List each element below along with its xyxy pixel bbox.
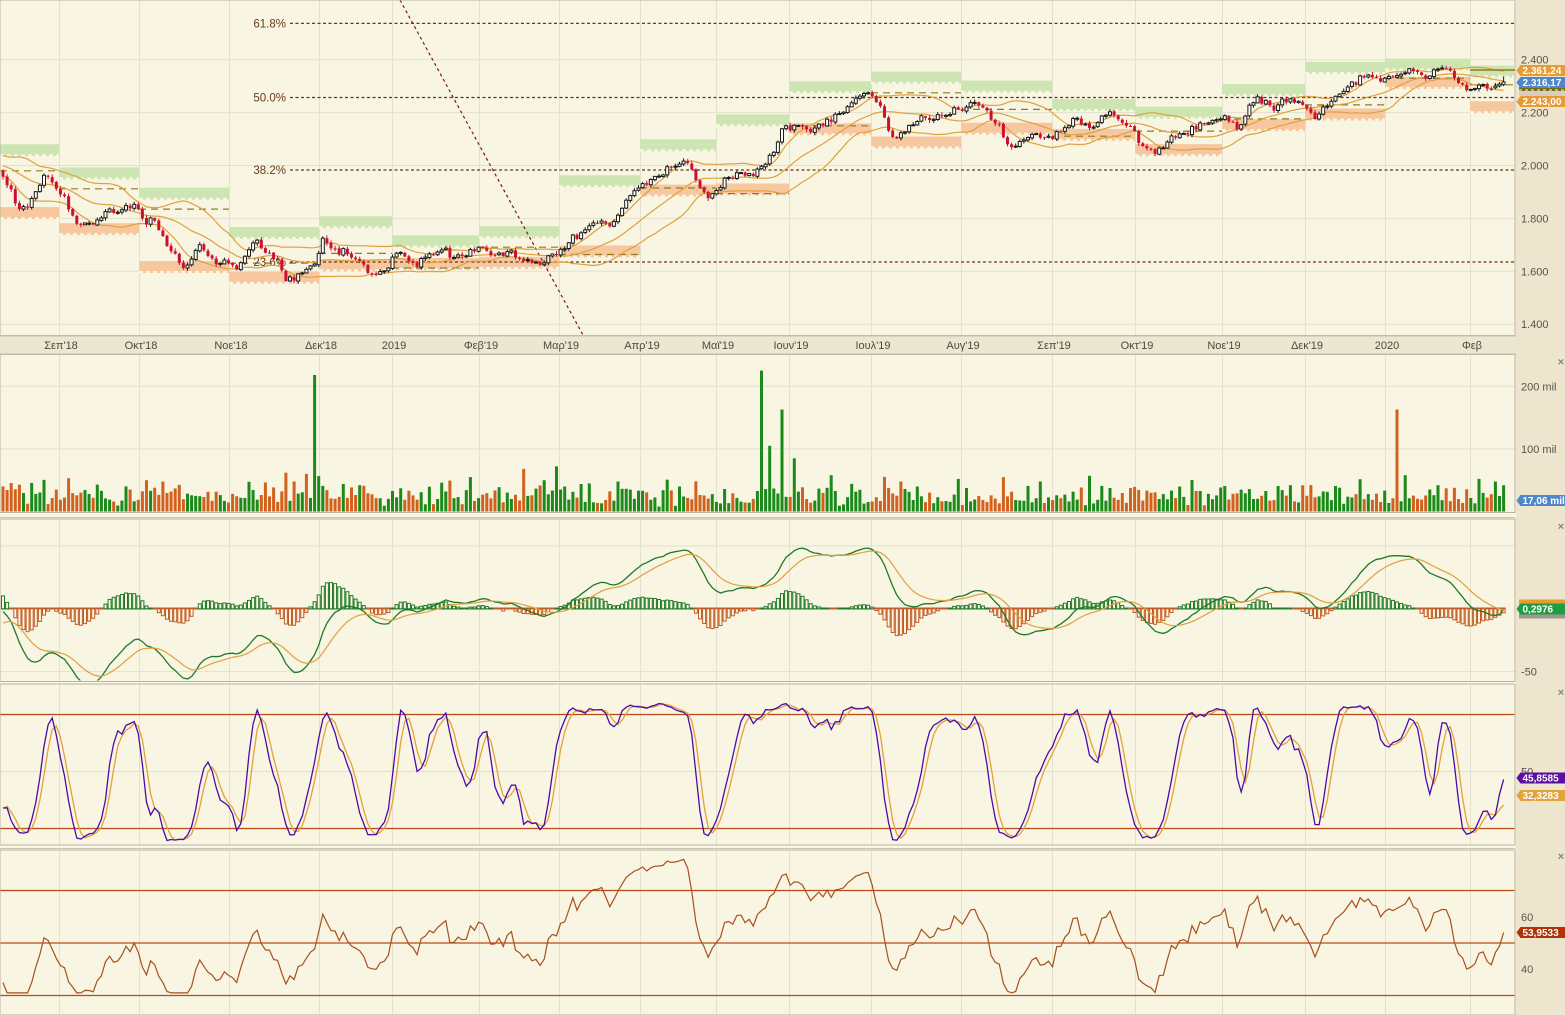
- svg-text:45,8585: 45,8585: [1523, 774, 1560, 785]
- svg-text:Ιουν'19: Ιουν'19: [773, 340, 808, 352]
- svg-text:Σεπ'18: Σεπ'18: [44, 340, 78, 352]
- svg-text:2.000: 2.000: [1521, 161, 1549, 173]
- svg-text:32,3283: 32,3283: [1523, 791, 1560, 802]
- svg-text:Νοε'18: Νοε'18: [214, 340, 247, 352]
- svg-text:Νοε'19: Νοε'19: [1207, 340, 1240, 352]
- svg-text:2.361,24: 2.361,24: [1523, 66, 1562, 77]
- svg-text:2019: 2019: [382, 340, 406, 352]
- svg-text:2.243,00: 2.243,00: [1523, 97, 1562, 108]
- svg-text:Δεκ'19: Δεκ'19: [1291, 340, 1323, 352]
- svg-text:38.2%: 38.2%: [253, 165, 286, 177]
- svg-text:Αυγ'19: Αυγ'19: [946, 340, 979, 352]
- svg-text:Οκτ'18: Οκτ'18: [125, 340, 158, 352]
- svg-text:0,2976: 0,2976: [1523, 605, 1554, 616]
- svg-text:Σεπ'19: Σεπ'19: [1037, 340, 1071, 352]
- svg-text:Απρ'19: Απρ'19: [624, 340, 660, 352]
- svg-text:×: ×: [1558, 521, 1564, 533]
- svg-text:100 mil: 100 mil: [1521, 444, 1556, 456]
- svg-text:Οκτ'19: Οκτ'19: [1121, 340, 1154, 352]
- svg-text:Φεβ'19: Φεβ'19: [464, 340, 498, 352]
- svg-text:×: ×: [1558, 851, 1564, 863]
- svg-text:2.200: 2.200: [1521, 108, 1549, 120]
- svg-text:×: ×: [1558, 357, 1564, 369]
- svg-text:53,9533: 53,9533: [1523, 928, 1560, 939]
- svg-text:2.400: 2.400: [1521, 55, 1549, 67]
- svg-text:200 mil: 200 mil: [1521, 381, 1556, 393]
- svg-text:1.400: 1.400: [1521, 319, 1549, 331]
- svg-text:Μαϊ'19: Μαϊ'19: [702, 340, 734, 352]
- svg-text:1.600: 1.600: [1521, 266, 1549, 278]
- svg-text:Μαρ'19: Μαρ'19: [543, 340, 579, 352]
- svg-text:2020: 2020: [1375, 340, 1399, 352]
- svg-text:1.800: 1.800: [1521, 213, 1549, 225]
- svg-text:Φεβ: Φεβ: [1462, 340, 1482, 352]
- svg-text:Δεκ'18: Δεκ'18: [305, 340, 337, 352]
- svg-text:17,06 mil: 17,06 mil: [1523, 496, 1565, 507]
- svg-text:60: 60: [1521, 912, 1533, 924]
- svg-text:×: ×: [1558, 687, 1564, 699]
- svg-text:50.0%: 50.0%: [253, 93, 286, 105]
- svg-text:61.8%: 61.8%: [253, 18, 286, 30]
- svg-text:40: 40: [1521, 964, 1533, 976]
- svg-text:Ιουλ'19: Ιουλ'19: [855, 340, 890, 352]
- svg-text:-50: -50: [1521, 667, 1537, 679]
- svg-text:2.316,17: 2.316,17: [1523, 78, 1562, 89]
